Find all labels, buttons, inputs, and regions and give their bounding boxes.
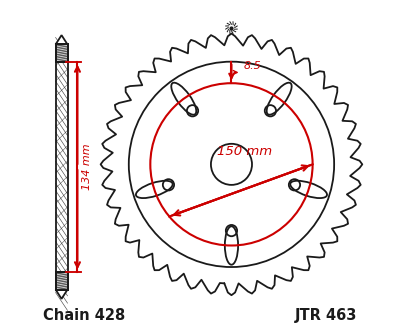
Polygon shape [56,35,68,44]
Polygon shape [56,290,68,299]
Text: 8.5: 8.5 [244,61,262,71]
Bar [56,44,68,290]
Bar [56,272,68,290]
Bar [56,272,68,290]
Text: JTR 463: JTR 463 [295,308,357,323]
Bar [56,44,68,290]
Text: 134 mm: 134 mm [82,144,92,190]
Text: Chain 428: Chain 428 [43,308,125,323]
Bar [56,44,68,62]
Text: 150 mm: 150 mm [217,145,272,158]
Bar [56,44,68,62]
